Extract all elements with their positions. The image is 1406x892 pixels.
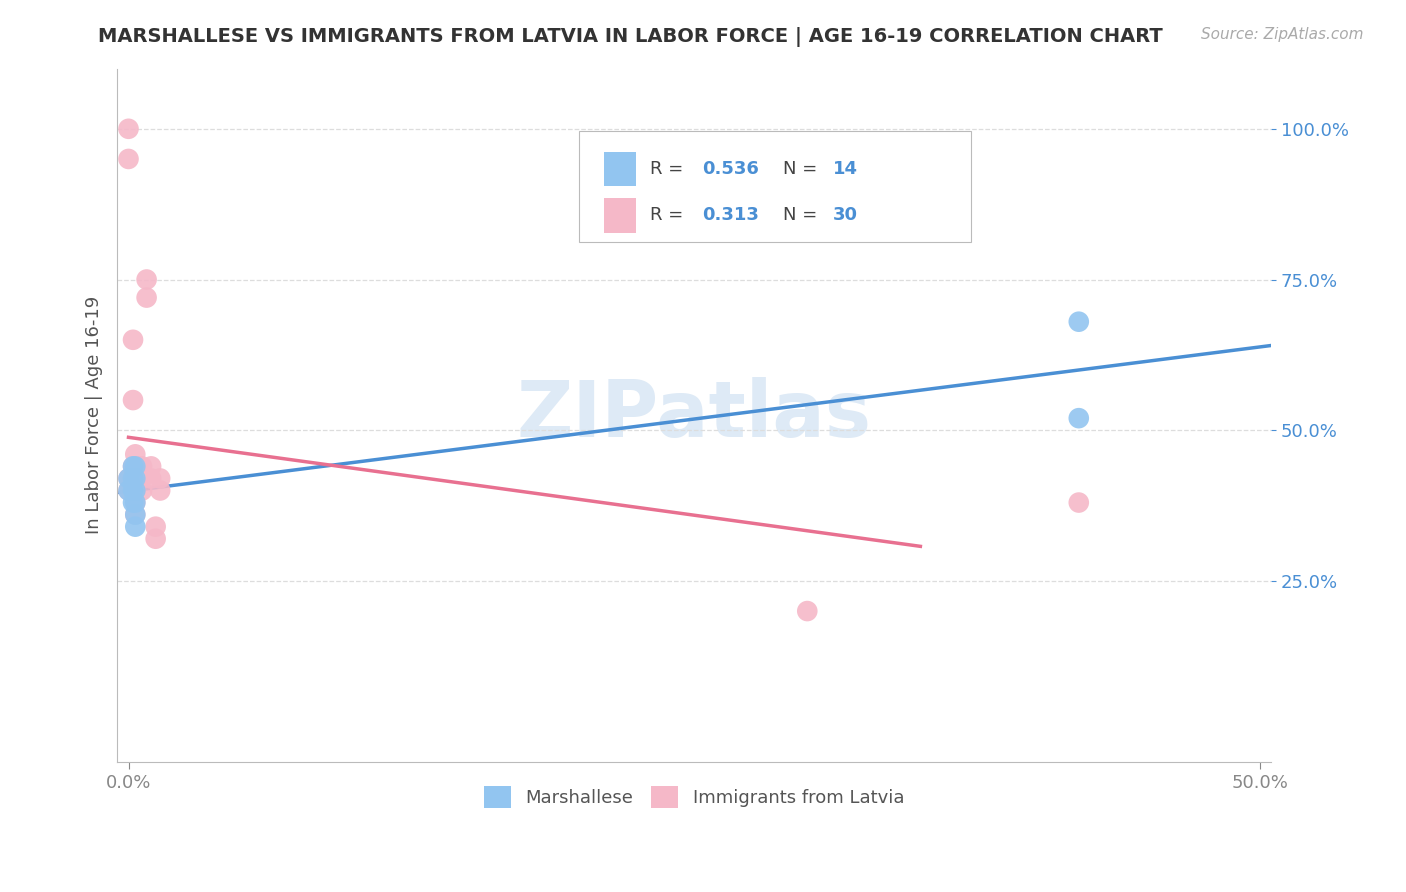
Point: [128, 471, 150, 485]
Point: [145, 532, 167, 546]
Point: [796, 604, 818, 618]
Point: [122, 471, 145, 485]
Text: R =: R =: [651, 206, 689, 225]
Point: [128, 459, 150, 474]
Point: [124, 447, 146, 461]
Text: MARSHALLESE VS IMMIGRANTS FROM LATVIA IN LABOR FORCE | AGE 16-19 CORRELATION CHA: MARSHALLESE VS IMMIGRANTS FROM LATVIA IN…: [98, 27, 1163, 46]
Point: [122, 333, 145, 347]
Point: [124, 495, 146, 509]
Point: [149, 483, 172, 498]
Point: [1067, 495, 1090, 509]
Text: Source: ZipAtlas.com: Source: ZipAtlas.com: [1201, 27, 1364, 42]
Point: [124, 508, 146, 522]
Point: [139, 459, 162, 474]
Text: 14: 14: [832, 160, 858, 178]
Point: [122, 483, 145, 498]
Point: [122, 495, 145, 509]
FancyBboxPatch shape: [579, 131, 972, 242]
Point: [131, 459, 153, 474]
Point: [149, 471, 172, 485]
Bar: [605, 152, 637, 186]
Point: [117, 471, 139, 485]
Point: [122, 471, 145, 485]
Point: [1067, 411, 1090, 425]
Point: [135, 291, 157, 305]
Point: [117, 152, 139, 166]
Point: [124, 519, 146, 533]
Text: 30: 30: [832, 206, 858, 225]
Point: [124, 459, 146, 474]
Bar: [605, 198, 637, 233]
Text: N =: N =: [783, 160, 823, 178]
Point: [124, 495, 146, 509]
Point: [122, 393, 145, 408]
Point: [131, 471, 153, 485]
Point: [124, 483, 146, 498]
Point: [124, 471, 146, 485]
Point: [122, 483, 145, 498]
Text: 0.536: 0.536: [702, 160, 759, 178]
Point: [117, 483, 139, 498]
Point: [117, 471, 139, 485]
Point: [122, 459, 145, 474]
Y-axis label: In Labor Force | Age 16-19: In Labor Force | Age 16-19: [86, 296, 103, 534]
Point: [131, 483, 153, 498]
Text: N =: N =: [783, 206, 823, 225]
Point: [124, 483, 146, 498]
Legend: Marshallese, Immigrants from Latvia: Marshallese, Immigrants from Latvia: [477, 779, 911, 815]
Text: R =: R =: [651, 160, 689, 178]
Point: [124, 471, 146, 485]
Point: [135, 272, 157, 286]
Point: [1067, 315, 1090, 329]
Text: ZIPatlas: ZIPatlas: [516, 377, 872, 453]
Point: [122, 459, 145, 474]
Point: [139, 471, 162, 485]
Text: 0.313: 0.313: [702, 206, 759, 225]
Point: [145, 519, 167, 533]
Point: [124, 508, 146, 522]
Point: [117, 483, 139, 498]
Point: [117, 121, 139, 136]
Point: [124, 459, 146, 474]
